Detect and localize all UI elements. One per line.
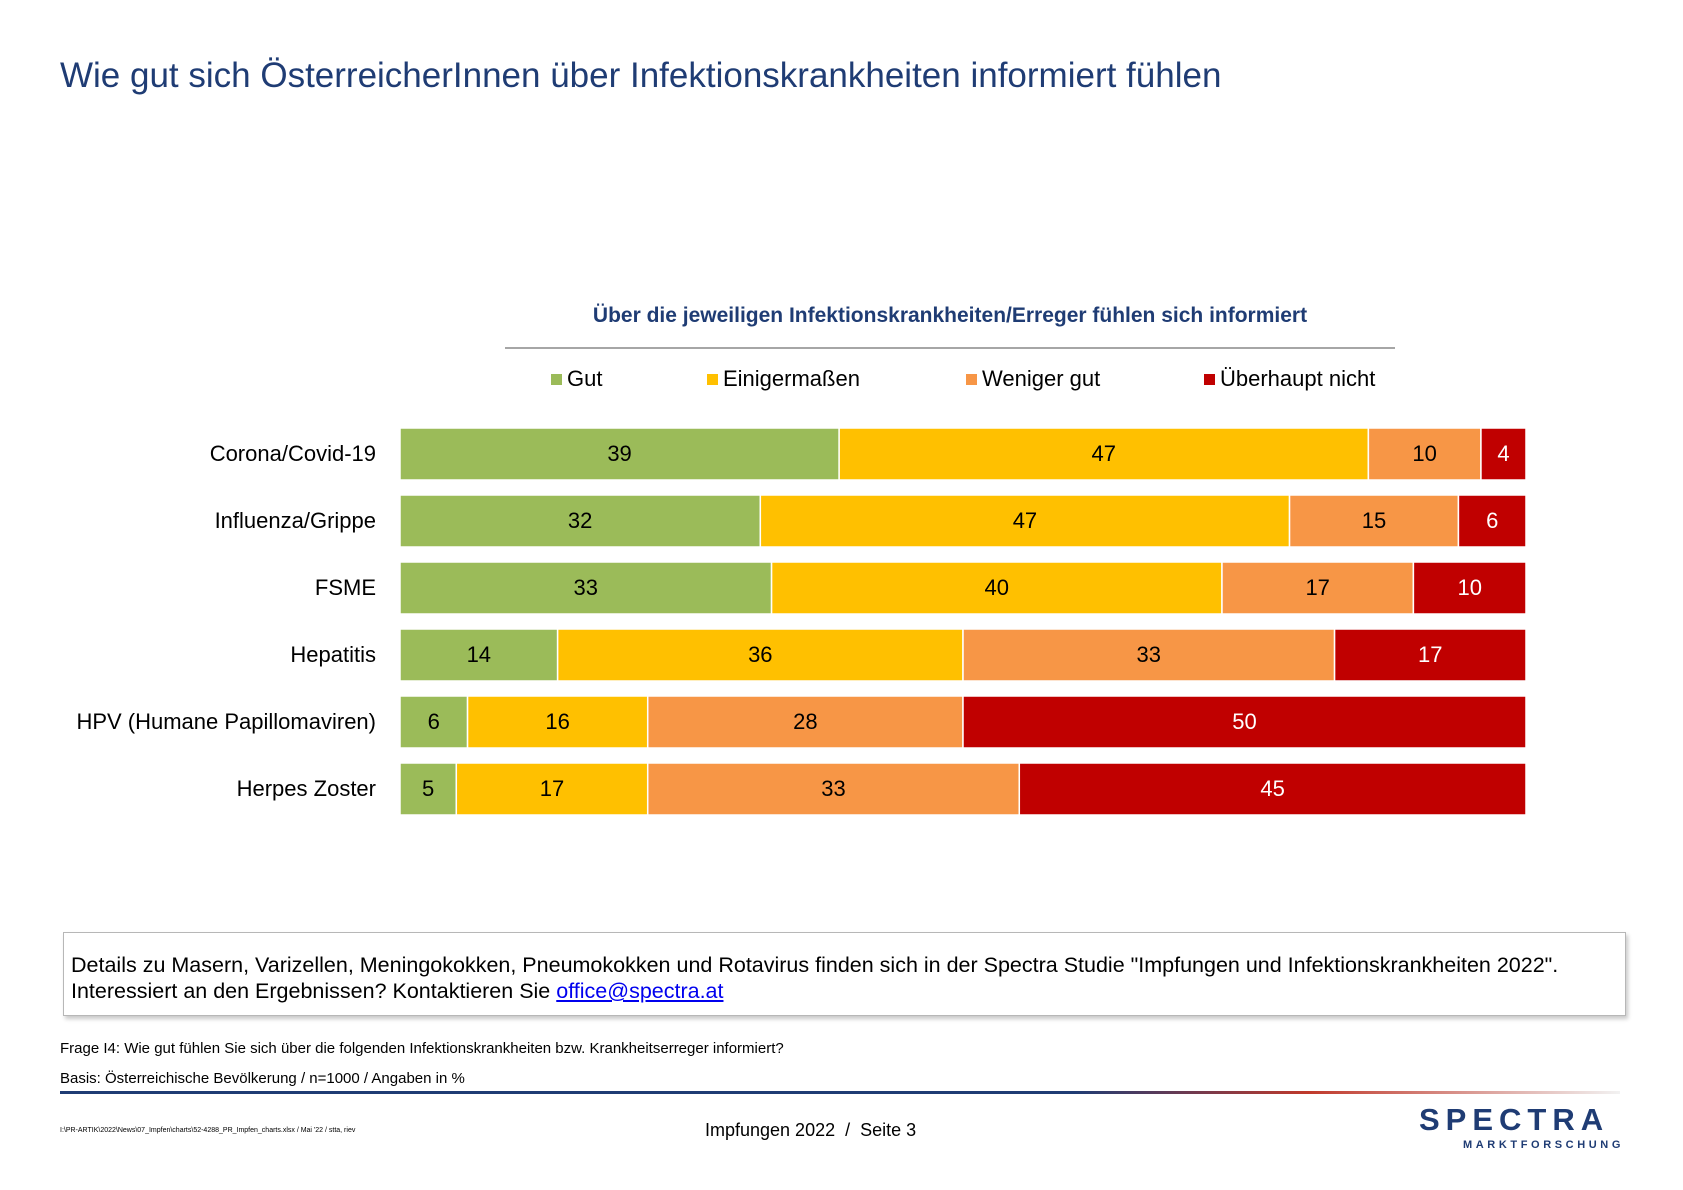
bar-segment-einigermassen-hepatitis	[556, 628, 964, 682]
data-label-gut-corona-covid-19: 39	[607, 441, 631, 466]
file-path: I:\PR-ARTIK\2022\News\07_Impfen\charts\5…	[60, 1127, 356, 1134]
data-label-uberhaupt-nicht-fsme: 10	[1457, 575, 1481, 600]
legend-label-weniger-gut: Weniger gut	[982, 366, 1101, 391]
page-number: Seite 3	[860, 1120, 917, 1140]
category-label-herpes-zoster: Herpes Zoster	[237, 776, 376, 801]
data-label-einigermassen-influenza-grippe: 47	[1013, 508, 1037, 533]
legend-swatch-weniger-gut	[966, 373, 977, 385]
footer-separator: /	[845, 1120, 851, 1140]
bar-segment-gut-influenza-grippe	[399, 494, 762, 548]
data-label-weniger-gut-hpv-humane-papillomaviren: 28	[793, 709, 817, 734]
question-note: Frage I4: Wie gut fühlen Sie sich über d…	[60, 1040, 784, 1057]
data-label-gut-hepatitis: 14	[467, 642, 491, 667]
legend-label-einigermassen: Einigermaßen	[723, 366, 860, 391]
logo-subline: MARKTFORSCHUNG	[1463, 1139, 1625, 1151]
data-label-gut-herpes-zoster: 5	[422, 776, 434, 801]
data-label-einigermassen-herpes-zoster: 17	[540, 776, 564, 801]
bar-segment-uberhaupt-nicht-fsme	[1412, 561, 1527, 615]
bar-segment-einigermassen-influenza-grippe	[759, 494, 1291, 548]
data-label-uberhaupt-nicht-hepatitis: 17	[1418, 642, 1442, 667]
page-footer: Impfungen 2022 / Seite 3	[705, 1120, 916, 1141]
legend-item-ueberhaupt-nicht: Überhaupt nicht	[1204, 366, 1375, 392]
data-label-einigermassen-fsme: 40	[985, 575, 1009, 600]
spectra-logo: SPECTRA MARKTFORSCHUNG	[1419, 1102, 1625, 1151]
data-label-gut-fsme: 33	[574, 575, 598, 600]
legend-label-gut: Gut	[567, 366, 603, 391]
data-label-uberhaupt-nicht-hpv-humane-papillomaviren: 50	[1232, 709, 1256, 734]
data-label-weniger-gut-fsme: 17	[1305, 575, 1329, 600]
legend-swatch-einigermassen	[707, 373, 718, 385]
category-label-corona-covid-19: Corona/Covid-19	[210, 441, 376, 466]
category-label-influenza-grippe: Influenza/Grippe	[215, 508, 376, 533]
chart-title: Über die jeweiligen Infektionskrankheite…	[592, 304, 1308, 327]
footer-divider	[60, 1091, 1620, 1094]
bar-segment-gut-hpv-humane-papillomaviren	[399, 695, 469, 749]
category-label-fsme: FSME	[315, 575, 376, 600]
data-label-einigermassen-corona-covid-19: 47	[1092, 441, 1116, 466]
legend-swatch-gut	[551, 373, 562, 385]
bar-segment-gut-corona-covid-19	[399, 427, 840, 481]
bar-segment-weniger-gut-corona-covid-19	[1367, 427, 1482, 481]
data-label-einigermassen-hpv-humane-papillomaviren: 16	[545, 709, 569, 734]
logo-wordmark: SPECTRA	[1419, 1102, 1610, 1137]
report-name: Impfungen 2022	[705, 1120, 836, 1140]
legend-item-gut: Gut	[551, 366, 602, 392]
info-box-contact-text: Interessiert an den Ergebnissen? Kontakt…	[71, 979, 557, 1003]
category-label-hpv-humane-papillomaviren: HPV (Humane Papillomaviren)	[76, 709, 376, 734]
bar-segment-gut-herpes-zoster	[399, 762, 458, 816]
bar-segment-einigermassen-herpes-zoster	[455, 762, 649, 816]
bar-segment-einigermassen-corona-covid-19	[838, 427, 1370, 481]
legend-label-ueberhaupt-nicht: Überhaupt nicht	[1220, 366, 1376, 391]
data-label-einigermassen-hepatitis: 36	[748, 642, 772, 667]
bar-segment-uberhaupt-nicht-herpes-zoster	[1018, 762, 1527, 816]
bar-segment-gut-fsme	[399, 561, 773, 615]
bar-segment-einigermassen-fsme	[770, 561, 1223, 615]
legend-swatch-ueberhaupt-nicht	[1204, 373, 1215, 385]
page-title: Wie gut sich ÖsterreicherInnen über Infe…	[60, 56, 1222, 95]
info-box-line-1: Details zu Masern, Varizellen, Meningoko…	[71, 953, 1559, 977]
bar-segment-uberhaupt-nicht-corona-covid-19	[1480, 427, 1527, 481]
bar-segment-uberhaupt-nicht-hpv-humane-papillomaviren	[962, 695, 1527, 749]
info-box-line-2: Interessiert an den Ergebnissen? Kontakt…	[71, 978, 1625, 1004]
data-label-uberhaupt-nicht-influenza-grippe: 6	[1486, 508, 1498, 533]
bar-segment-uberhaupt-nicht-influenza-grippe	[1457, 494, 1527, 548]
data-label-uberhaupt-nicht-herpes-zoster: 45	[1260, 776, 1284, 801]
data-label-gut-hpv-humane-papillomaviren: 6	[428, 709, 440, 734]
legend-item-einigermassen: Einigermaßen	[707, 366, 860, 392]
email-link[interactable]: office@spectra.at	[556, 979, 724, 1003]
bar-segment-weniger-gut-influenza-grippe	[1288, 494, 1460, 548]
bar-segment-einigermassen-hpv-humane-papillomaviren	[466, 695, 649, 749]
chart-title-divider	[505, 347, 1395, 349]
basis-note: Basis: Österreichische Bevölkerung / n=1…	[60, 1070, 465, 1087]
legend-item-weniger-gut: Weniger gut	[966, 366, 1100, 392]
data-label-uberhaupt-nicht-corona-covid-19: 4	[1497, 441, 1509, 466]
bar-segment-uberhaupt-nicht-hepatitis	[1333, 628, 1527, 682]
data-label-weniger-gut-influenza-grippe: 15	[1362, 508, 1386, 533]
bar-segment-weniger-gut-fsme	[1221, 561, 1415, 615]
data-label-weniger-gut-hepatitis: 33	[1137, 642, 1161, 667]
info-box: Details zu Masern, Varizellen, Meningoko…	[63, 932, 1626, 1016]
category-label-hepatitis: Hepatitis	[290, 642, 376, 667]
bar-segment-weniger-gut-hpv-humane-papillomaviren	[646, 695, 964, 749]
data-label-weniger-gut-herpes-zoster: 33	[821, 776, 845, 801]
data-label-gut-influenza-grippe: 32	[568, 508, 592, 533]
data-label-weniger-gut-corona-covid-19: 10	[1412, 441, 1436, 466]
